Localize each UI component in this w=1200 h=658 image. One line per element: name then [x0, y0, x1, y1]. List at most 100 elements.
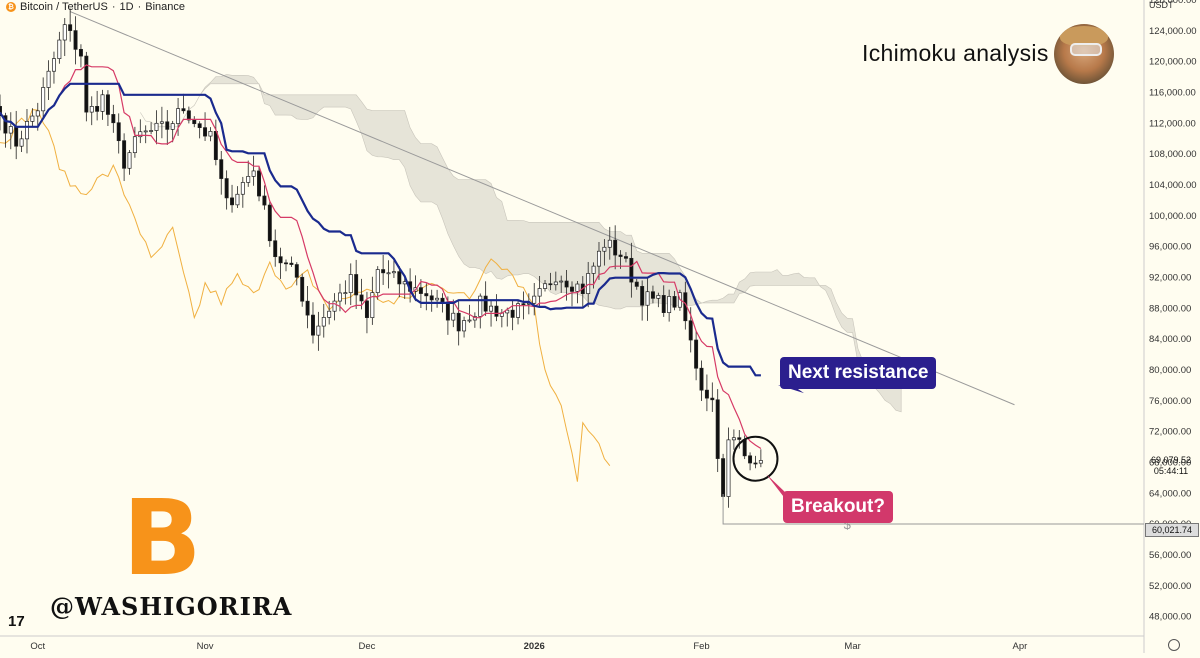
price-tick-label: 48,000.00: [1149, 612, 1191, 623]
candle-body: [640, 286, 645, 306]
candle-body: [181, 108, 186, 112]
candle-body: [159, 121, 164, 124]
tradingview-logo-icon[interactable]: 17: [8, 613, 25, 630]
candle-body: [122, 140, 127, 169]
candle-body: [116, 122, 121, 142]
candle-body: [570, 286, 574, 292]
candle-body: [510, 309, 515, 318]
candle-body: [78, 48, 83, 57]
avatar-hair: [1060, 26, 1108, 46]
candle-body: [127, 152, 132, 169]
descending-trendline: [69, 11, 1015, 406]
candle-body: [235, 193, 240, 206]
candle-body: [68, 24, 73, 31]
ichimoku-lines: [0, 64, 762, 450]
candle-body: [305, 300, 310, 316]
candle-body: [95, 106, 100, 112]
candle-body: [154, 122, 159, 131]
candle-body: [300, 276, 305, 302]
author-avatar: [1054, 24, 1114, 84]
kumo-cloud: [140, 74, 902, 413]
candle-body: [262, 195, 267, 206]
candle-body: [661, 295, 666, 313]
candle-body: [359, 294, 364, 302]
candle-body: [656, 295, 661, 299]
candle-body: [623, 256, 628, 259]
candle-body: [57, 39, 62, 59]
candle-body: [343, 292, 348, 295]
candle-body: [672, 296, 677, 308]
price-axis[interactable]: [1144, 0, 1200, 653]
breakout-callout-pointer: [766, 474, 790, 505]
price-tick-label: 88,000.00: [1149, 303, 1191, 314]
time-tick-label: Nov: [197, 641, 214, 652]
candle-body: [435, 297, 440, 301]
candle-body: [278, 256, 283, 264]
candle-body: [348, 274, 353, 294]
candle-body: [478, 295, 483, 317]
candle-body: [429, 295, 434, 301]
candle-body: [516, 303, 521, 318]
candle-body: [532, 295, 537, 304]
candle-body: [489, 305, 494, 312]
candle-body: [424, 293, 429, 297]
price-tick-label: 124,000.00: [1149, 26, 1197, 37]
analysis-title: Ichimoku analysis: [862, 40, 1049, 66]
candle-body: [149, 130, 154, 132]
candle-body: [564, 280, 569, 288]
candle-body: [337, 292, 342, 302]
breakout-circle: [732, 435, 779, 482]
time-tick-label: Apr: [1012, 641, 1027, 652]
last-price-tag: 69,079.52: [1150, 455, 1192, 465]
time-tick-label: Oct: [30, 641, 45, 652]
price-tick-label: 56,000.00: [1149, 550, 1191, 561]
candle-body: [397, 271, 402, 285]
price-tick-label: 52,000.00: [1149, 581, 1191, 592]
candle-body: [667, 296, 672, 313]
candle-body: [105, 94, 110, 115]
trendline-layer: [69, 11, 1015, 406]
price-tick-label: 108,000.00: [1149, 149, 1197, 160]
candle-body: [8, 126, 13, 134]
candle-body: [321, 317, 326, 327]
quote-currency[interactable]: USDT: [1149, 0, 1174, 10]
header-separator-2: ·: [137, 1, 142, 13]
dollar-marker: $: [844, 517, 852, 532]
candle-body: [273, 240, 278, 258]
candle-body: [246, 176, 251, 183]
candle-body: [327, 310, 332, 318]
candle-body: [294, 264, 299, 278]
candle-body: [186, 110, 191, 121]
candle-body: [41, 87, 46, 112]
candle-body: [597, 250, 601, 267]
time-tick-label: Feb: [693, 641, 709, 652]
support-level-line: [722, 494, 1144, 525]
candle-body: [19, 138, 24, 147]
chikou-span: [0, 109, 611, 482]
header-separator: ·: [111, 1, 116, 13]
time-tick-label: Mar: [844, 641, 860, 652]
interval-label[interactable]: 1D: [119, 1, 134, 13]
candle-body: [505, 309, 510, 314]
candle-body: [381, 269, 386, 274]
symbol-header[interactable]: ₿ Bitcoin / TetherUS · 1D · Binance: [6, 0, 185, 14]
candle-body: [618, 254, 623, 257]
candle-body: [650, 291, 655, 299]
candle-body: [240, 182, 245, 195]
bitcoin-icon: ₿: [6, 2, 16, 12]
candle-body: [289, 262, 294, 265]
candle-body: [192, 119, 197, 125]
settings-gear-icon[interactable]: [1168, 639, 1180, 651]
candle-body: [634, 281, 639, 287]
exchange-label[interactable]: Binance: [145, 1, 186, 13]
price-tick-label: 104,000.00: [1149, 180, 1197, 191]
candle-body: [688, 320, 693, 341]
candle-body: [418, 287, 423, 294]
candle-body: [267, 204, 272, 242]
symbol-name[interactable]: Bitcoin / TetherUS: [20, 1, 108, 13]
candle-body: [165, 121, 170, 130]
candle-countdown: 05:44:11: [1153, 466, 1189, 476]
candle-body: [586, 273, 591, 294]
candle-body: [543, 283, 547, 289]
candle-body: [100, 94, 105, 112]
